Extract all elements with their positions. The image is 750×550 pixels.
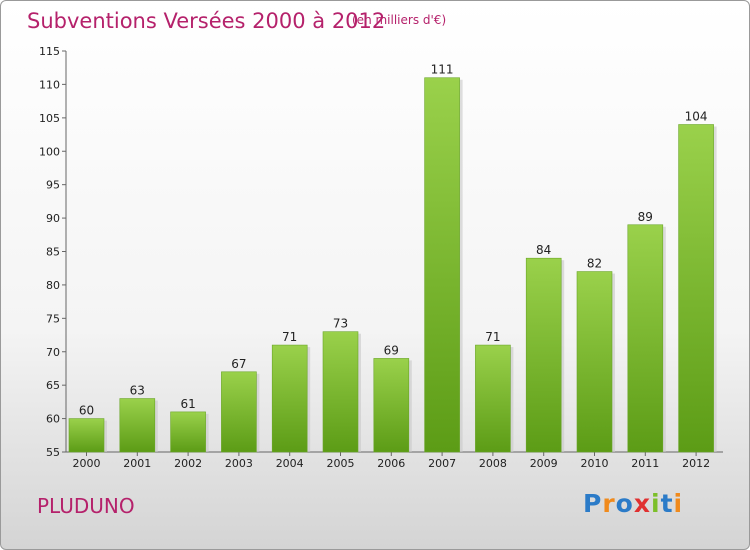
- logo-letter: o: [615, 489, 634, 518]
- proxiti-logo: Proxiti: [583, 489, 683, 518]
- bar-2003: [221, 371, 257, 453]
- logo-letter: i: [651, 489, 661, 518]
- value-label: 71: [282, 330, 297, 344]
- chart-subtitle: (en milliers d'€): [352, 13, 447, 27]
- bar-2010: [576, 271, 613, 453]
- y-tick-label: 65: [46, 379, 60, 392]
- logo-letter: t: [660, 489, 674, 518]
- y-tick-label: 105: [39, 112, 60, 125]
- value-label: 89: [638, 210, 653, 224]
- value-label: 82: [587, 257, 602, 271]
- x-tick-label: 2001: [123, 457, 151, 470]
- y-tick-label: 100: [39, 145, 60, 158]
- bar-2000: [68, 418, 105, 453]
- bar-2004: [271, 344, 308, 453]
- value-label: 104: [685, 110, 708, 124]
- chart-axes: 55 60 65 70 75 80 85 90 95 100 105 110 115: [39, 45, 723, 459]
- value-label: 61: [180, 397, 195, 411]
- x-tick-label: 2002: [174, 457, 202, 470]
- x-tick-label: 2003: [225, 457, 253, 470]
- value-label: 63: [130, 384, 145, 398]
- chart-labels: 60 2000 63 2001 61 2002 67 2003 71 2004 73 2005 69 20…: [73, 63, 711, 470]
- value-label: 84: [536, 243, 551, 257]
- x-tick-label: 2011: [631, 457, 659, 470]
- commune-name: PLUDUNO: [37, 494, 135, 518]
- bar-2007: [424, 77, 460, 453]
- value-label: 60: [79, 404, 94, 418]
- x-tick-label: 2012: [682, 457, 710, 470]
- bar-2006: [373, 358, 410, 453]
- y-tick-label: 115: [39, 45, 60, 58]
- logo-letter: i: [673, 489, 684, 518]
- logo-letter: x: [633, 489, 651, 518]
- chart-title: Subventions Versées 2000 à 2012: [27, 9, 386, 33]
- y-tick-label: 110: [39, 78, 60, 91]
- y-tick-label: 80: [46, 279, 60, 292]
- y-tick-label: 60: [46, 413, 60, 426]
- logo-letter: r: [602, 489, 616, 518]
- value-label: 67: [231, 357, 246, 371]
- y-tick-label: 95: [46, 179, 60, 192]
- y-tick-label: 70: [46, 346, 60, 359]
- x-tick-label: 2008: [479, 457, 507, 470]
- y-tick-label: 85: [46, 246, 60, 259]
- y-tick-label: 55: [46, 446, 60, 459]
- bar-2002: [170, 411, 206, 453]
- logo-letter: P: [583, 489, 603, 518]
- bar-2009: [525, 257, 562, 453]
- x-tick-label: 2007: [428, 457, 456, 470]
- x-tick-label: 2009: [530, 457, 558, 470]
- bar-2005: [322, 331, 359, 453]
- value-label: 69: [384, 343, 399, 357]
- value-label: 111: [431, 63, 454, 77]
- value-label: 71: [485, 330, 500, 344]
- x-tick-label: 2005: [327, 457, 355, 470]
- bar-2008: [475, 344, 511, 453]
- x-tick-label: 2006: [377, 457, 405, 470]
- value-label: 73: [333, 317, 348, 331]
- y-tick-label: 90: [46, 212, 60, 225]
- bar-2011: [627, 224, 664, 453]
- x-tick-label: 2004: [276, 457, 304, 470]
- y-tick-label: 75: [46, 312, 60, 325]
- chart-bars: [68, 77, 717, 453]
- x-tick-label: 2010: [581, 457, 609, 470]
- bar-2012: [678, 124, 714, 453]
- x-tick-label: 2000: [73, 457, 101, 470]
- bar-2001: [119, 398, 156, 453]
